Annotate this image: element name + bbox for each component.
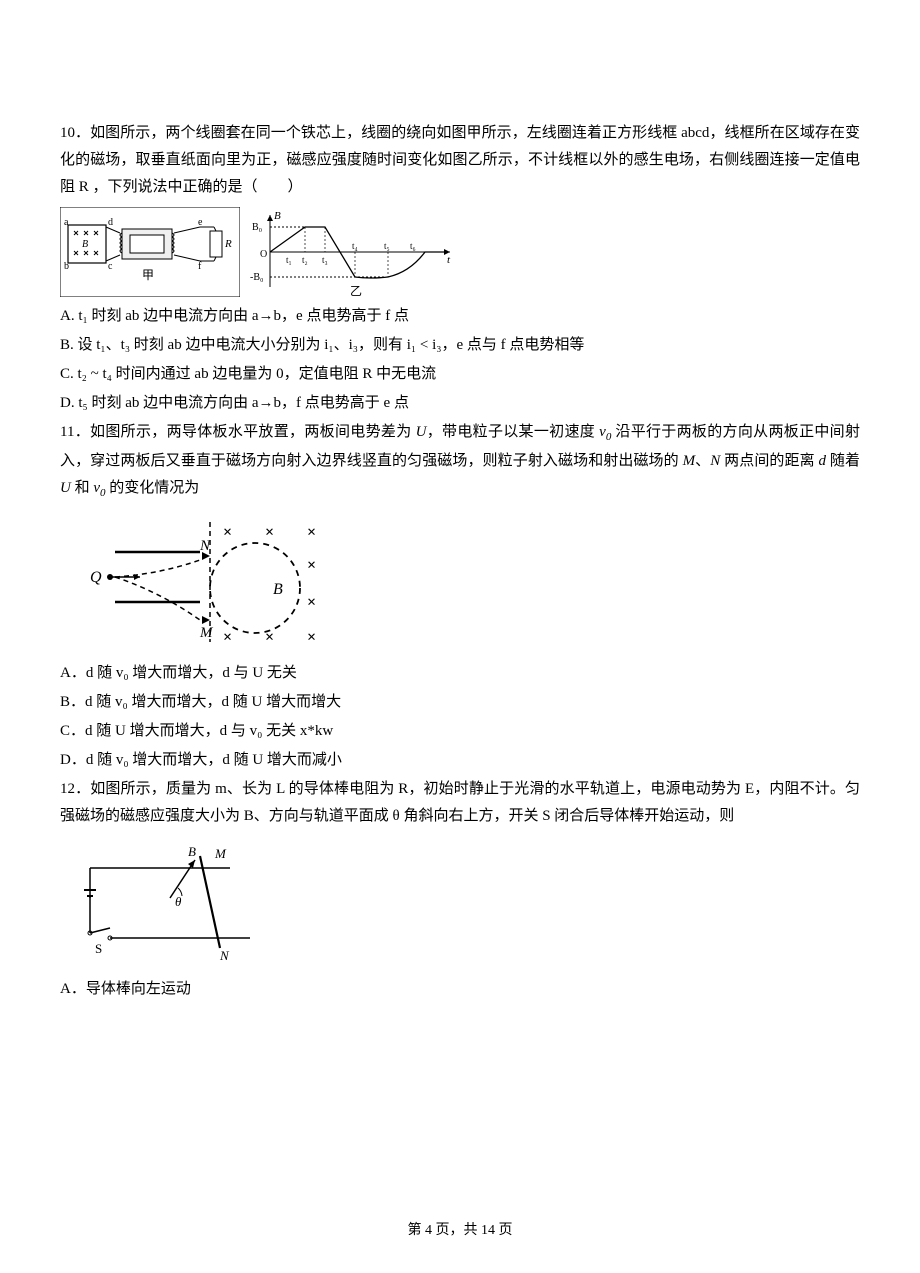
svg-text:B: B [82,239,88,250]
svg-text:M: M [214,846,227,861]
q11-options: A．d 随 v₀ 增大而增大，d 与 U 无关 B．d 随 v₀ 增大而增大，d… [60,660,860,774]
svg-text:×: × [223,524,232,541]
svg-text:乙: 乙 [350,284,362,297]
q11-v02: v0 [93,480,105,496]
svg-text:N: N [199,538,211,554]
svg-text:O: O [260,249,267,260]
q10-optD: D. t₅ 时刻 ab 边中电流方向由 a→b，f 点电势高于 e 点 [60,390,860,417]
svg-text:c: c [108,261,113,272]
svg-text:B: B [273,581,283,598]
q11-stem: 11．如图所示，两导体板水平放置，两板间电势差为 U，带电粒子以某一初速度 v0… [60,419,860,504]
q12-stem: 12．如图所示，质量为 m、长为 L 的导体棒电阻为 R，初始时静止于光滑的水平… [60,776,860,830]
q11-t4: 、 [695,453,710,469]
svg-text:N: N [219,948,230,963]
q11-optA: A．d 随 v₀ 增大而增大，d 与 U 无关 [60,660,860,687]
q12-optA: A．导体棒向左运动 [60,976,860,1003]
svg-text:×: × [223,629,232,646]
q12-figure: S M N B θ [60,838,280,968]
svg-text:a: a [64,217,69,228]
q11-U: U [416,424,427,440]
q11-U2: U [60,480,71,496]
q11-optD: D．d 随 v₀ 增大而增大，d 随 U 增大而减小 [60,747,860,774]
q11-t5: 两点间的距离 [720,453,818,469]
q10-fig2: B t O B₀ -B₀ t₁ t₂ t₃ t₄ t₅ t₆ 乙 [250,207,460,297]
q11-N: N [710,453,720,469]
svg-text:t₄: t₄ [352,241,358,251]
q11-v0: v0 [599,424,611,440]
q10-fig1: B a b c d [60,207,240,297]
q11-optC: C．d 随 U 增大而增大，d 与 v₀ 无关 x*kw [60,718,860,745]
q11-figure-wrap: Q N M B × × × × × × × × [60,512,860,652]
q10-stem: 10．如图所示，两个线圈套在同一个铁芯上，线圈的绕向如图甲所示，左线圈连着正方形… [60,120,860,201]
svg-text:×: × [307,629,316,646]
svg-text:×: × [307,594,316,611]
svg-text:t₃: t₃ [322,255,328,265]
q10-optB: B. 设 t₁、t₃ 时刻 ab 边中电流大小分别为 i₁、i₃，则有 i₁ <… [60,332,860,359]
svg-text:B: B [274,210,281,222]
q12-options: A．导体棒向左运动 [60,976,860,1003]
q11-M: M [683,453,696,469]
svg-text:b: b [64,261,69,272]
svg-text:f: f [198,261,202,272]
svg-text:S: S [95,941,102,956]
svg-text:t₆: t₆ [410,241,416,251]
q10-optA: A. t₁ 时刻 ab 边中电流方向由 a→b，e 点电势高于 f 点 [60,303,860,330]
q11-t8: 的变化情况为 [106,480,200,496]
q11-d: d [819,453,827,469]
svg-text:Q: Q [90,569,102,586]
q10-options: A. t₁ 时刻 ab 边中电流方向由 a→b，e 点电势高于 f 点 B. 设… [60,303,860,417]
q11-t1: 11．如图所示，两导体板水平放置，两板间电势差为 [60,424,416,440]
svg-text:-B₀: -B₀ [250,272,264,283]
svg-text:B: B [188,844,196,859]
q11-t7: 和 [71,480,94,496]
page-footer: 第 4 页，共 14 页 [0,1218,920,1243]
svg-text:t₂: t₂ [302,255,308,265]
svg-text:×: × [307,557,316,574]
svg-text:×: × [265,629,274,646]
svg-text:M: M [199,625,214,641]
svg-text:R: R [224,238,232,250]
svg-text:t₁: t₁ [286,255,292,265]
q10-optC: C. t₂ ~ t₄ 时间内通过 ab 边电量为 0，定值电阻 R 中无电流 [60,361,860,388]
svg-text:d: d [108,217,113,228]
svg-text:θ: θ [175,894,182,909]
svg-text:×: × [307,524,316,541]
page: 10．如图所示，两个线圈套在同一个铁芯上，线圈的绕向如图甲所示，左线圈连着正方形… [0,0,920,1273]
q11-t6: 随着 [826,453,860,469]
svg-text:×: × [265,524,274,541]
svg-text:甲: 甲 [142,268,154,282]
q12-figure-wrap: S M N B θ [60,838,860,968]
q10-figures: B a b c d [60,207,860,297]
svg-text:t: t [447,254,451,266]
svg-text:t₅: t₅ [384,241,390,251]
q11-optB: B．d 随 v₀ 增大而增大，d 随 U 增大而增大 [60,689,860,716]
q11-t2: ，带电粒子以某一初速度 [426,424,599,440]
svg-text:B₀: B₀ [252,222,263,233]
svg-text:e: e [198,217,203,228]
q11-figure: Q N M B × × × × × × × × [60,512,350,652]
